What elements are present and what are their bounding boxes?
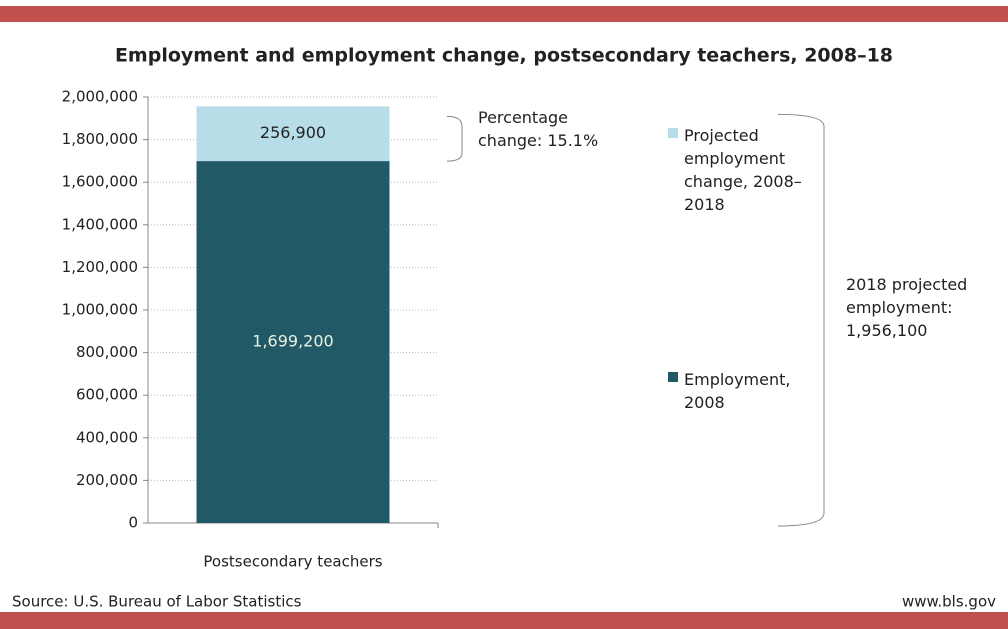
legend-swatch	[668, 128, 678, 138]
bracket	[446, 115, 463, 162]
annotation: 2018 projected employment: 1,956,100	[846, 275, 968, 340]
data-label: 256,900	[260, 123, 326, 142]
y-tick-label: 400,000	[76, 428, 138, 446]
bottom-band	[0, 612, 1008, 629]
legend-label: Projected employment change, 2008–2018	[684, 126, 802, 214]
y-tick-label: 1,600,000	[62, 173, 138, 191]
chart-title: Employment and employment change, postse…	[115, 45, 893, 67]
y-tick-label: 200,000	[76, 471, 138, 489]
data-label: 1,699,200	[252, 332, 333, 351]
annotation: Percentage change: 15.1%	[478, 108, 599, 150]
y-tick-label: 1,000,000	[62, 301, 138, 319]
y-tick-label: 1,800,000	[62, 130, 138, 148]
bracket	[777, 113, 825, 527]
bar-segment	[196, 106, 390, 162]
y-tick-label: 600,000	[76, 386, 138, 404]
website: www.bls.gov	[902, 593, 996, 611]
y-tick-label: 800,000	[76, 343, 138, 361]
top-band	[0, 6, 1008, 22]
y-tick-label: 2,000,000	[62, 88, 138, 106]
y-tick-label: 0	[128, 514, 138, 532]
x-tick-label: Postsecondary teachers	[203, 553, 382, 571]
y-tick-label: 1,200,000	[62, 258, 138, 276]
bar-segment	[196, 161, 390, 523]
source: Source: U.S. Bureau of Labor Statistics	[12, 593, 302, 611]
y-tick-label: 1,400,000	[62, 215, 138, 233]
legend-label: Employment, 2008	[684, 370, 791, 412]
legend-swatch	[668, 372, 678, 382]
